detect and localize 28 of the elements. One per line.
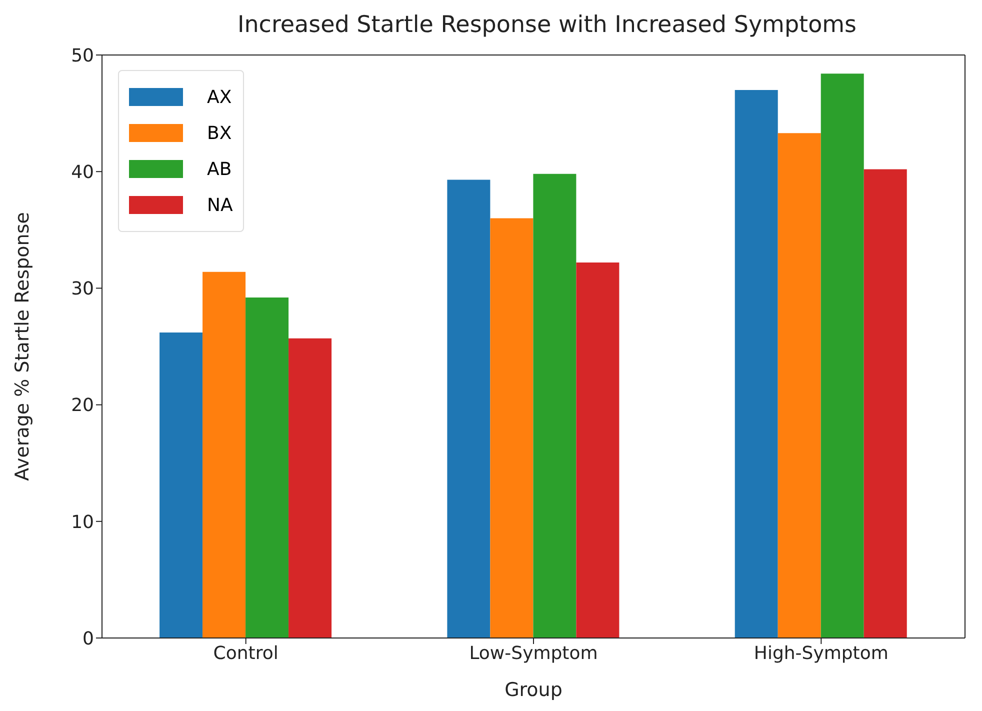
x-tick-label: Control: [213, 642, 278, 664]
bar: [864, 169, 907, 638]
bar: [447, 180, 490, 638]
bar: [734, 90, 778, 638]
bar: [246, 298, 289, 638]
bar: [288, 338, 332, 638]
x-tick-label: Low-Symptom: [469, 642, 598, 664]
x-tick-label: High-Symptom: [754, 642, 888, 664]
bar: [778, 133, 821, 638]
y-tick-label: 40: [71, 162, 94, 183]
legend-label: AX: [207, 86, 232, 108]
y-axis-title: Average % Startle Response: [12, 212, 34, 481]
y-tick-label: 10: [71, 512, 94, 533]
bar: [202, 272, 246, 638]
legend-label: NA: [207, 194, 233, 216]
y-tick-label: 20: [71, 395, 94, 416]
legend-label: AB: [207, 158, 232, 180]
y-tick-label: 0: [82, 628, 94, 650]
bar: [576, 262, 620, 638]
chart-title: Increased Startle Response with Increased Symptoms: [236, 12, 858, 38]
bar: [490, 218, 534, 638]
x-axis-title: Group: [504, 679, 562, 701]
y-tick-label: 30: [71, 278, 94, 300]
bar: [160, 332, 203, 638]
bar: [820, 74, 864, 638]
bar: [533, 174, 576, 638]
legend-label: BX: [207, 122, 232, 144]
y-tick-label: 50: [71, 45, 94, 66]
